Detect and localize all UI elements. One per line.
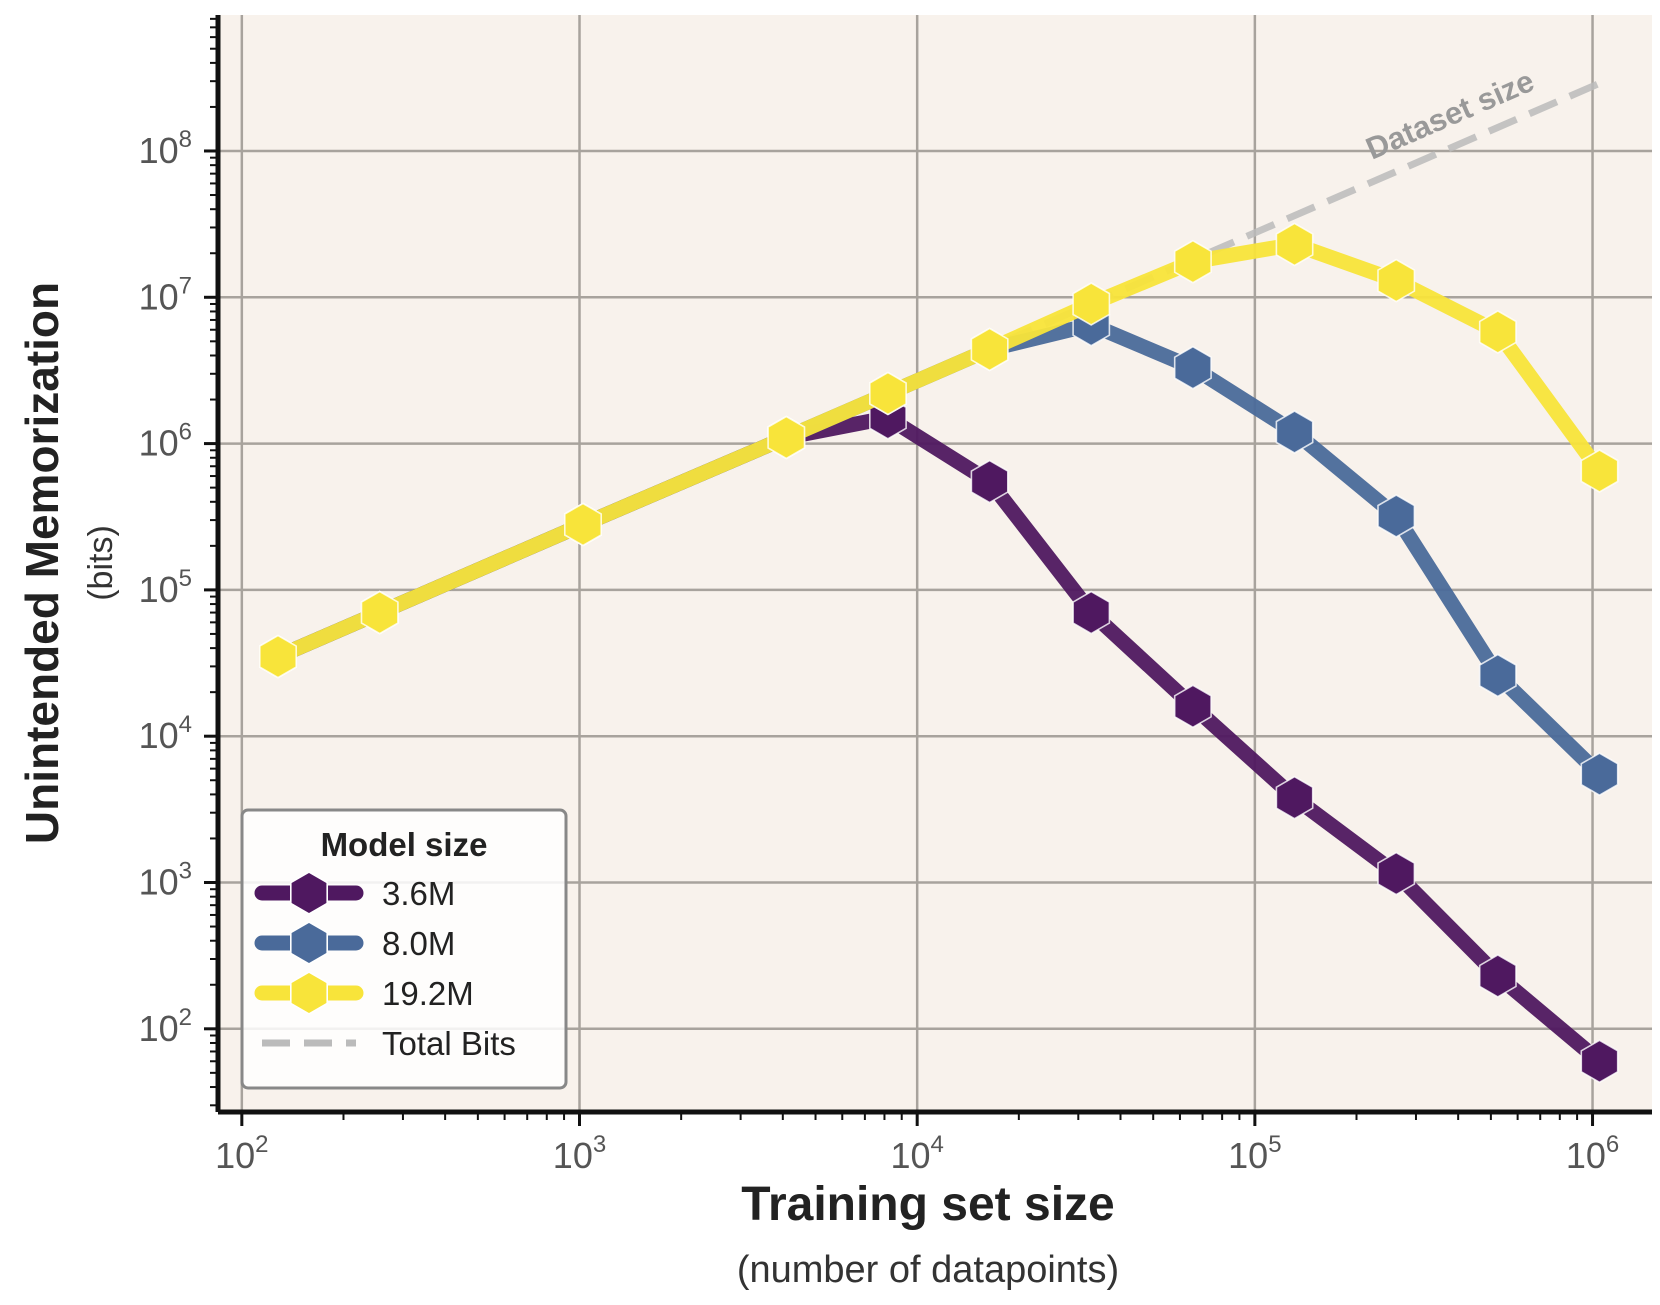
point-3.6M-8 <box>1275 775 1314 820</box>
legend-entry-3.6M: 3.6M <box>254 871 455 915</box>
x-tick-label-4: 106 <box>1566 1131 1619 1176</box>
legend-entry-8.0M: 8.0M <box>254 921 455 965</box>
y-tick-label-5: 107 <box>139 272 192 317</box>
legend-label: 19.2M <box>382 975 474 1012</box>
point-8.0M-11 <box>1580 752 1619 797</box>
point-19.2M-6 <box>1072 282 1111 326</box>
series-group <box>258 222 1619 1084</box>
point-19.2M-3 <box>767 415 806 460</box>
x-tick-label-2: 104 <box>890 1131 943 1176</box>
point-3.6M-5 <box>970 459 1009 504</box>
point-19.2M-10 <box>1478 309 1517 354</box>
legend-entry-Total Bits: Total Bits <box>262 1025 516 1062</box>
point-3.6M-9 <box>1377 851 1416 896</box>
point-8.0M-7 <box>1173 345 1212 390</box>
legend: Model size 3.6M 8.0M 19.2M Total Bits <box>240 808 568 1090</box>
x-axis-title: Training set size <box>741 1178 1114 1231</box>
point-3.6M-6 <box>1072 590 1111 635</box>
y-tick-label-4: 106 <box>139 419 192 464</box>
point-3.6M-11 <box>1580 1039 1619 1084</box>
legend-entries: 3.6M 8.0M 19.2M Total Bits <box>254 871 516 1062</box>
x-tick-label-1: 103 <box>553 1131 606 1176</box>
legend-label: Total Bits <box>382 1025 516 1062</box>
legend-entry-19.2M: 19.2M <box>254 971 474 1015</box>
legend-swatch-marker <box>289 921 329 965</box>
point-19.2M-0 <box>258 634 298 679</box>
point-19.2M-7 <box>1173 239 1212 284</box>
point-8.0M-10 <box>1478 653 1517 698</box>
point-19.2M-2 <box>563 502 603 547</box>
point-19.2M-5 <box>970 327 1009 372</box>
point-8.0M-9 <box>1377 494 1416 538</box>
legend-swatch-marker <box>289 971 329 1015</box>
y-tick-label-3: 105 <box>139 565 192 610</box>
point-19.2M-1 <box>360 590 399 635</box>
y-axis-subtitle: (bits) <box>82 525 120 601</box>
legend-label: 3.6M <box>382 875 455 912</box>
legend-label: 8.0M <box>382 925 455 962</box>
point-19.2M-11 <box>1580 449 1619 493</box>
legend-title: Model size <box>321 826 488 863</box>
y-axis-title: Unintended Memorization <box>16 282 68 844</box>
point-3.6M-10 <box>1478 953 1517 998</box>
y-tick-label-2: 104 <box>139 711 192 756</box>
point-19.2M-8 <box>1275 222 1314 267</box>
legend-swatch-marker <box>289 871 329 915</box>
y-tick-label-0: 102 <box>139 1004 192 1049</box>
x-tick-label-0: 102 <box>215 1131 268 1176</box>
point-19.2M-4 <box>868 371 907 416</box>
series-19.2M <box>258 222 1619 679</box>
x-tick-label-3: 105 <box>1228 1131 1281 1176</box>
x-axis-subtitle: (number of datapoints) <box>737 1249 1119 1291</box>
tick-labels: 102 103 104 105 106 102 103 104 105 106 107 108 <box>139 126 1620 1176</box>
y-tick-label-6: 108 <box>139 126 192 171</box>
y-tick-label-1: 103 <box>139 858 192 903</box>
point-19.2M-9 <box>1377 258 1416 303</box>
point-8.0M-8 <box>1275 410 1314 454</box>
axes <box>204 15 1652 1126</box>
point-3.6M-7 <box>1173 684 1212 729</box>
